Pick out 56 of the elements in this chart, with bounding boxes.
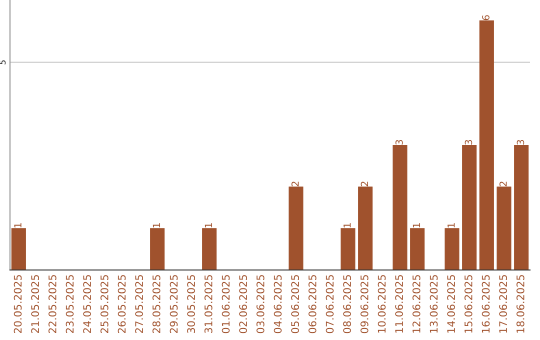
x-tick-label: 31.05.2025 [204, 275, 212, 334]
bar [202, 228, 217, 270]
bar [444, 228, 460, 270]
bar [496, 186, 512, 270]
x-tick-label: 23.05.2025 [66, 275, 74, 334]
x-tick-label: 02.06.2025 [239, 275, 248, 334]
x-tick-label: 11.06.2025 [395, 275, 404, 333]
x-tick-label: 06.06.2025 [308, 275, 316, 334]
bar [392, 145, 408, 270]
x-tick-label: 08.06.2025 [343, 275, 352, 334]
bar [150, 228, 165, 270]
data-label: 1 [448, 223, 455, 228]
bar [358, 186, 373, 270]
x-tick-label: 04.06.2025 [274, 275, 282, 334]
data-label: 1 [152, 223, 160, 228]
data-label: 3 [516, 140, 524, 145]
x-tick-label: 25.05.2025 [100, 275, 108, 334]
bar [514, 145, 529, 270]
x-tick-label: 30.05.2025 [187, 275, 196, 334]
data-label: 2 [499, 182, 507, 186]
data-label: 6 [482, 15, 490, 20]
bar [340, 228, 356, 270]
bar [11, 228, 26, 270]
bar [288, 186, 304, 270]
x-tick-label: 29.05.2025 [170, 275, 178, 334]
x-tick-label: 21.05.2025 [31, 275, 40, 334]
x-tick-label: 27.05.2025 [135, 275, 144, 334]
x-tick-label: 01.06.2025 [222, 275, 230, 334]
x-tick-label: 05.06.2025 [291, 275, 300, 334]
bar [479, 20, 494, 270]
bar [462, 145, 477, 270]
x-tick-label: 26.05.2025 [118, 275, 126, 334]
data-label: 2 [360, 182, 368, 186]
x-tick-label: 15.06.2025 [464, 275, 472, 333]
x-tick-label: 24.05.2025 [83, 275, 92, 334]
bar [410, 228, 425, 270]
x-tick-label: 18.06.2025 [516, 275, 524, 333]
x-tick-label: 14.06.2025 [447, 275, 456, 333]
data-label: 1 [344, 223, 351, 228]
data-label: 1 [412, 223, 420, 228]
x-tick-label: 17.06.2025 [499, 275, 508, 333]
x-tick-label: 07.06.2025 [326, 275, 334, 334]
x-tick-label: 16.06.2025 [482, 275, 490, 333]
data-label: 1 [14, 223, 22, 228]
x-tick-label: 22.05.2025 [48, 275, 56, 334]
data-label: 3 [464, 140, 472, 145]
data-label: 1 [204, 223, 212, 228]
data-label: 3 [395, 140, 403, 145]
x-tick-label: 20.05.2025 [14, 275, 22, 334]
data-label: 2 [291, 182, 299, 186]
x-tick-label: 12.06.2025 [412, 275, 420, 333]
x-tick-label: 10.06.2025 [378, 275, 386, 333]
x-tick-label: 09.06.2025 [360, 275, 368, 334]
x-tick-label: 03.06.2025 [256, 275, 264, 334]
x-tick-label: 13.06.2025 [430, 275, 438, 333]
x-tick-label: 28.05.2025 [152, 275, 160, 334]
